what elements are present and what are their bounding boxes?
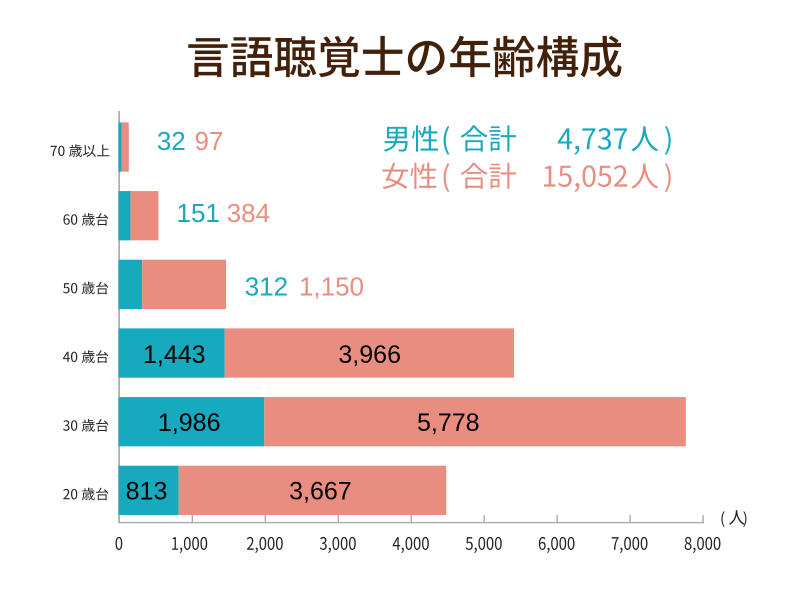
svg-text:1,150: 1,150: [299, 271, 364, 301]
svg-text:1,443: 1,443: [143, 341, 206, 369]
svg-text:3,667: 3,667: [289, 477, 352, 505]
svg-text:3,966: 3,966: [338, 341, 401, 369]
svg-text:813: 813: [126, 477, 168, 505]
svg-text:1,986: 1,986: [158, 409, 221, 437]
svg-text:5,778: 5,778: [417, 409, 480, 437]
svg-text:312: 312: [245, 271, 288, 301]
svg-text:32: 32: [157, 126, 186, 156]
svg-text:97: 97: [195, 126, 224, 156]
svg-text:151: 151: [177, 198, 220, 228]
svg-text:384: 384: [227, 198, 270, 228]
